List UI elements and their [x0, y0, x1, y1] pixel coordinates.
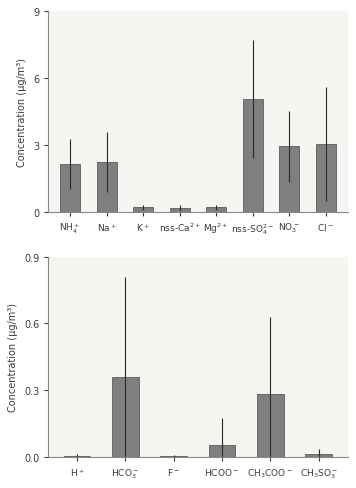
Bar	[243, 100, 263, 212]
Bar	[206, 208, 226, 212]
Bar	[305, 454, 332, 457]
Y-axis label: Concentration (μg/m³): Concentration (μg/m³)	[17, 58, 27, 167]
Bar	[209, 445, 235, 457]
Bar	[257, 394, 284, 457]
Bar	[279, 147, 299, 212]
Bar	[316, 144, 336, 212]
Bar	[64, 456, 90, 457]
Bar	[169, 208, 190, 212]
Bar	[112, 377, 139, 457]
Y-axis label: Concentration (μg/m³): Concentration (μg/m³)	[8, 303, 18, 411]
Bar	[133, 208, 153, 212]
Bar	[60, 164, 80, 212]
Bar	[96, 163, 117, 212]
